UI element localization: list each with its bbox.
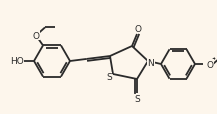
Text: O: O (207, 60, 214, 69)
Text: S: S (106, 73, 112, 82)
Text: O: O (135, 24, 141, 33)
Text: S: S (134, 95, 140, 104)
Text: O: O (33, 32, 39, 41)
Text: HO: HO (10, 57, 24, 66)
Text: N: N (148, 58, 154, 67)
